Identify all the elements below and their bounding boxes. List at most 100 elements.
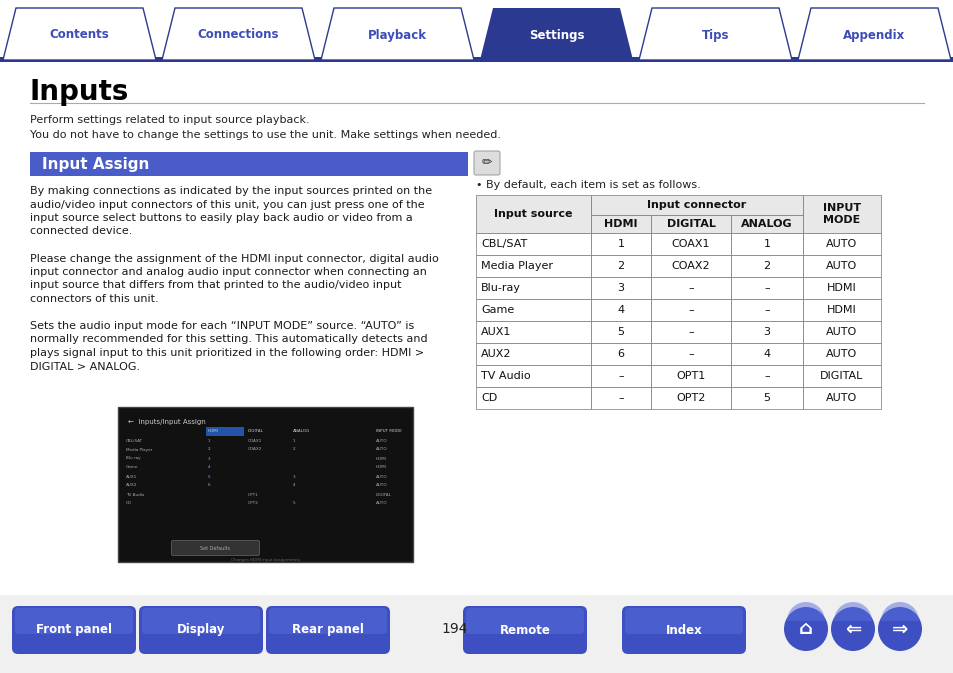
Text: DIGITAL: DIGITAL <box>375 493 392 497</box>
Text: Appendix: Appendix <box>842 28 904 42</box>
Bar <box>650 299 730 321</box>
Text: Perform settings related to input source playback.: Perform settings related to input source… <box>30 115 310 125</box>
Text: AUTO: AUTO <box>825 349 857 359</box>
Bar <box>476 299 590 321</box>
FancyBboxPatch shape <box>624 608 742 634</box>
Text: –: – <box>763 305 769 315</box>
FancyBboxPatch shape <box>266 606 390 654</box>
Text: ←  Inputs/Input Assign: ← Inputs/Input Assign <box>128 419 206 425</box>
FancyBboxPatch shape <box>142 608 260 634</box>
Text: 194: 194 <box>441 622 468 636</box>
Polygon shape <box>639 8 791 60</box>
Bar <box>802 299 880 321</box>
FancyBboxPatch shape <box>474 151 499 175</box>
Circle shape <box>877 607 921 651</box>
Text: –: – <box>687 327 693 337</box>
Text: AUTO: AUTO <box>375 439 387 443</box>
Text: 6: 6 <box>208 483 211 487</box>
Text: 1: 1 <box>762 239 770 249</box>
Text: 3: 3 <box>617 283 624 293</box>
Bar <box>730 277 802 299</box>
Text: AUX1: AUX1 <box>126 474 137 479</box>
Wedge shape <box>833 602 871 621</box>
Text: input source that differs from that printed to the audio/video input: input source that differs from that prin… <box>30 281 401 291</box>
Text: CD: CD <box>126 501 132 505</box>
Text: HDMI: HDMI <box>375 456 386 460</box>
Bar <box>118 407 413 562</box>
Text: 1: 1 <box>293 439 295 443</box>
FancyBboxPatch shape <box>12 606 136 654</box>
Text: 3: 3 <box>762 327 770 337</box>
Text: COAX2: COAX2 <box>248 448 262 452</box>
Text: COAX1: COAX1 <box>248 439 262 443</box>
Text: –: – <box>687 349 693 359</box>
Bar <box>730 299 802 321</box>
Text: 5: 5 <box>762 393 770 403</box>
Text: COAX2: COAX2 <box>671 261 710 271</box>
Text: Media Player: Media Player <box>480 261 553 271</box>
Text: COAX1: COAX1 <box>671 239 709 249</box>
Bar <box>590 365 650 387</box>
Text: AUTO: AUTO <box>825 261 857 271</box>
FancyBboxPatch shape <box>621 606 745 654</box>
Text: ⌂: ⌂ <box>799 620 812 639</box>
Bar <box>476 277 590 299</box>
Bar <box>476 195 590 233</box>
Bar <box>650 255 730 277</box>
Bar <box>476 321 590 343</box>
Text: ⇐: ⇐ <box>844 620 861 639</box>
Bar <box>476 233 590 255</box>
Text: 2: 2 <box>208 448 211 452</box>
Bar <box>730 215 802 233</box>
Polygon shape <box>479 8 633 60</box>
Bar <box>730 233 802 255</box>
Text: Front panel: Front panel <box>36 623 112 637</box>
Polygon shape <box>797 8 950 60</box>
Polygon shape <box>3 8 156 60</box>
Bar <box>476 387 590 409</box>
Text: ANALOG: ANALOG <box>740 219 792 229</box>
Text: Display: Display <box>176 623 225 637</box>
FancyBboxPatch shape <box>462 606 586 654</box>
Text: –: – <box>687 305 693 315</box>
Text: HDMI: HDMI <box>826 305 856 315</box>
Text: AUTO: AUTO <box>375 474 387 479</box>
Text: Blu-ray: Blu-ray <box>480 283 520 293</box>
Text: 1: 1 <box>617 239 624 249</box>
Text: Input source: Input source <box>494 209 572 219</box>
Text: HDMI: HDMI <box>603 219 638 229</box>
Text: Game: Game <box>480 305 514 315</box>
Bar <box>730 343 802 365</box>
FancyBboxPatch shape <box>139 606 263 654</box>
Text: TV Audio: TV Audio <box>126 493 144 497</box>
Bar <box>590 387 650 409</box>
Text: 2: 2 <box>617 261 624 271</box>
Bar <box>802 195 880 233</box>
Text: AUX2: AUX2 <box>480 349 511 359</box>
Text: input connector and analog audio input connector when connecting an: input connector and analog audio input c… <box>30 267 426 277</box>
Bar <box>0 57 953 62</box>
Bar <box>590 233 650 255</box>
Text: –: – <box>618 393 623 403</box>
Bar <box>802 277 880 299</box>
FancyBboxPatch shape <box>269 608 387 634</box>
Bar <box>590 215 650 233</box>
Text: INPUT MODE: INPUT MODE <box>375 429 401 433</box>
Text: 2: 2 <box>293 448 295 452</box>
Text: 5: 5 <box>208 474 211 479</box>
Text: CBL/SAT: CBL/SAT <box>126 439 143 443</box>
Wedge shape <box>786 602 824 621</box>
Text: 4: 4 <box>762 349 770 359</box>
Text: Playback: Playback <box>368 28 427 42</box>
Text: AUX2: AUX2 <box>126 483 137 487</box>
Text: 4: 4 <box>293 483 295 487</box>
Text: 3: 3 <box>208 456 211 460</box>
Text: 5: 5 <box>617 327 624 337</box>
Text: normally recommended for this setting. This automatically detects and: normally recommended for this setting. T… <box>30 334 427 345</box>
Text: Remote: Remote <box>499 623 550 637</box>
Text: Tips: Tips <box>701 28 728 42</box>
Text: 2: 2 <box>762 261 770 271</box>
Wedge shape <box>880 602 918 621</box>
Bar <box>802 365 880 387</box>
Text: 4: 4 <box>208 466 211 470</box>
